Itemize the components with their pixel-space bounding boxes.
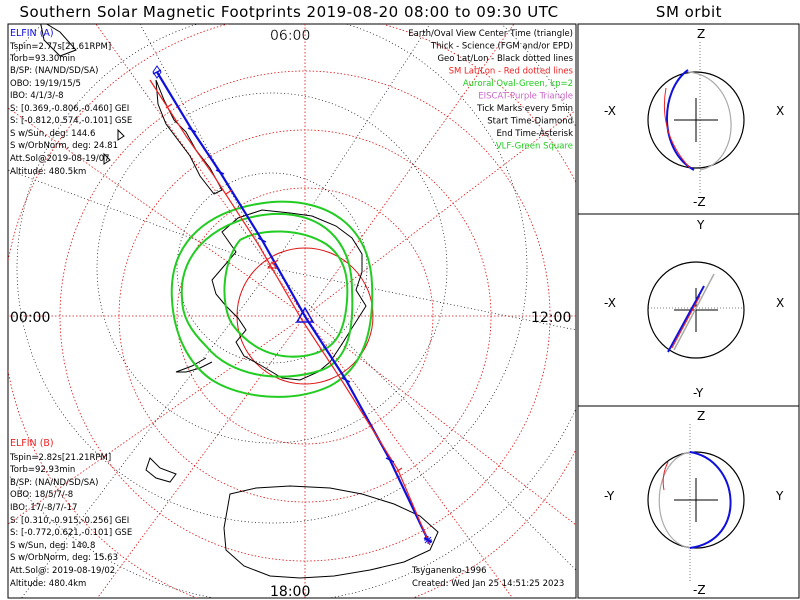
orbit-panel-title: SM orbit [655,3,723,21]
probe-a-line-2: B/SP: (NA/ND/SD/SA) [10,66,98,76]
axis-label-right: X [776,296,784,310]
legend-item-0: Earth/Oval View Center Time (triangle) [408,29,573,39]
map-legend: Earth/Oval View Center Time (triangle) T… [408,29,573,152]
axis-label-left: -X [604,104,616,118]
probe-b-line-6: S: [-0.772,0.621,-0.101] GSE [10,528,132,538]
probe-b-line-10: Altitude: 480.4km [10,579,86,589]
probe-a-line-10: Altitude: 480.5km [10,167,86,177]
probe-a-line-8: S w/OrbNorm, deg: 24.81 [10,141,118,151]
probe-a-line-6: S: [-0.812,0.574,-0.101] GSE [10,116,132,126]
probe-b-line-5: S: [0.310,-0.915,-0.256] GEI [10,516,129,526]
orbit-b-track [658,451,691,549]
probe-a-ticks [152,69,433,543]
mlt-label-left: 00:00 [10,310,50,326]
orbit-a-track [666,69,695,171]
earth-circle [647,261,745,359]
probe-a-line-1: Torb=93.30min [9,54,75,64]
legend-item-4: Auroral Oval-Green, kp=2 [463,79,573,89]
probe-b-line-9: Att.Sol@: 2019-08-19/02 [10,566,115,576]
axis-label-top: Z [697,409,705,423]
probe-b-track [149,79,431,546]
probe-b-name: ELFIN (B) [10,438,54,449]
legend-item-8: End Time-Asterisk [496,129,573,139]
probe-a-line-3: OBO: 19/19/15/5 [10,79,81,89]
orbit-a-track [667,285,705,353]
orbit-b-segment [663,87,691,169]
probe-a-track [156,71,429,541]
orbit-b-track [673,273,715,351]
mlt-label-right: 12:00 [531,310,571,326]
probe-a-line-0: Tspin=2.77s[21.61RPM] [9,42,111,52]
probe-a-line-7: S w/Sun, deg: 144.6 [10,129,95,139]
plot-title: Southern Solar Magnetic Footprints 2019-… [19,3,559,21]
axis-label-top: Z [697,27,705,41]
legend-item-7: Start Time-Diamond [487,117,573,127]
track-end-markers [152,65,432,544]
start-diamond-marker [152,65,162,79]
probe-a-line-9: Att.Sol@2019-08-19/07 [10,154,110,164]
orbit-a-track [689,451,732,549]
probe-b-line-0: Tspin=2.82s[21.21RPM] [9,453,111,463]
orbit-panel-xy: Y -Y -X X [604,218,784,400]
probe-b-ticks [165,103,403,473]
orbit-panels: Z -Z -X X Y -Y -X X Z [577,23,800,599]
orbit-b-segment [671,295,701,349]
coastlines [40,24,439,579]
geo-grid [8,24,576,598]
legend-item-5: EISCAT-Purple Triangle [478,92,573,102]
probe-b-line-2: B/SP: (NA/ND/SD/SA) [10,478,98,488]
probe-b-line-4: IBO: 17/-8/7/-17 [10,503,77,513]
probe-a-line-4: IBO: 4/1/3/-8 [10,91,64,101]
probe-a-line-5: S: [0.369,-0.806,-0.460] GEI [10,104,129,114]
axis-label-top: Y [696,218,705,232]
mlt-label-bottom: 18:00 [270,584,310,600]
sm-grid [8,24,576,598]
sm-pole-marker [267,261,277,269]
probe-a-info: ELFIN (A) Tspin=2.77s[21.61RPM] Torb=93.… [9,28,132,177]
orbit-panel-yz: Z -Z -Y Y [604,409,784,597]
probe-b-info: ELFIN (B) Tspin=2.82s[21.21RPM] Torb=92.… [9,438,132,589]
map-panel-frame [7,23,577,599]
legend-item-6: Tick Marks every 5min [476,104,573,114]
mlt-label-top: 06:00 [270,28,310,44]
legend-item-9: VLF-Green Square [496,142,573,152]
orbit-panel-xz: Z -Z -X X [604,27,784,209]
axis-label-bottom: -Z [693,195,706,209]
probe-a-name: ELFIN (A) [10,28,54,39]
created-timestamp: Created: Wed Jan 25 14:51:25 2023 [412,579,564,589]
probe-b-line-7: S w/Sun, deg: 140.8 [10,541,95,551]
auroral-oval [170,200,374,398]
orbit-panel-frame [577,23,800,599]
earth-circle [647,71,745,169]
legend-item-2: Geo Lat/Lon - Black dotted lines [437,54,573,64]
end-asterisk-marker [424,536,432,544]
axis-label-right: Y [775,489,784,503]
axis-label-left: -X [604,296,616,310]
probe-b-line-8: S w/OrbNorm, deg: 15.63 [10,553,118,563]
axis-label-bottom: -Z [693,583,706,597]
axis-label-right: X [776,104,784,118]
axis-label-left: -Y [604,489,615,503]
orbit-b-track [687,71,732,171]
axis-label-bottom: -Y [693,386,704,400]
earth-circle [647,451,745,549]
model-credit: Tsyganenko-1996 [411,566,487,576]
legend-item-1: Thick - Science (FGM and/or EPD) [430,42,573,52]
probe-b-line-3: OBO: 18/5/7/-8 [10,490,73,500]
view-center-triangle [295,306,315,323]
probe-b-line-1: Torb=92.93min [9,465,75,475]
orbit-b-segment [662,461,669,491]
legend-item-3: SM Lat/Lon - Red dotted lines [449,67,574,77]
